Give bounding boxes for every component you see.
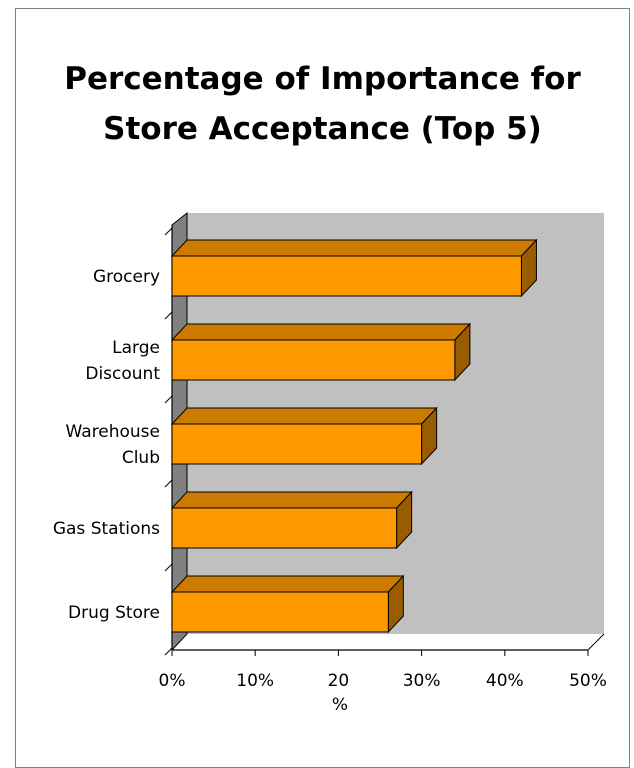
bar-top-face: [170, 407, 438, 425]
bar: [171, 339, 456, 381]
category-label: Grocery: [93, 267, 160, 287]
x-tick-label: 0%: [159, 671, 186, 691]
bar-top-face: [170, 491, 413, 509]
bar: [171, 507, 398, 549]
y-tick: [164, 227, 173, 236]
x-tick-label: 30%: [403, 671, 441, 691]
bar: [171, 255, 522, 297]
bar-top-face: [170, 323, 472, 341]
x-tick-label: 20: [328, 671, 350, 691]
y-tick: [164, 395, 173, 404]
bar: [171, 591, 389, 633]
category-label: Large: [112, 338, 160, 358]
x-tick-label: 40%: [486, 671, 524, 691]
x-axis-label: %: [332, 695, 348, 715]
y-tick: [164, 479, 173, 488]
floor-edge-line: [587, 633, 605, 651]
chart-title-line-1: Percentage of Importance for: [64, 61, 581, 97]
bar-top-face: [170, 575, 405, 593]
floor-area: [172, 634, 604, 650]
x-tick-label: 10%: [236, 671, 274, 691]
bar: [171, 423, 423, 465]
bar-top-face: [170, 239, 538, 257]
y-tick: [164, 563, 173, 572]
category-label: Drug Store: [68, 603, 160, 623]
chart-title-line-2: Store Acceptance (Top 5): [103, 111, 542, 147]
category-label: Gas Stations: [53, 519, 160, 539]
x-tick-label: 50%: [569, 671, 607, 691]
category-label: Warehouse: [66, 422, 160, 442]
category-label: Club: [122, 448, 160, 468]
y-tick: [164, 647, 173, 656]
category-label: Discount: [85, 364, 160, 384]
y-tick: [164, 311, 173, 320]
